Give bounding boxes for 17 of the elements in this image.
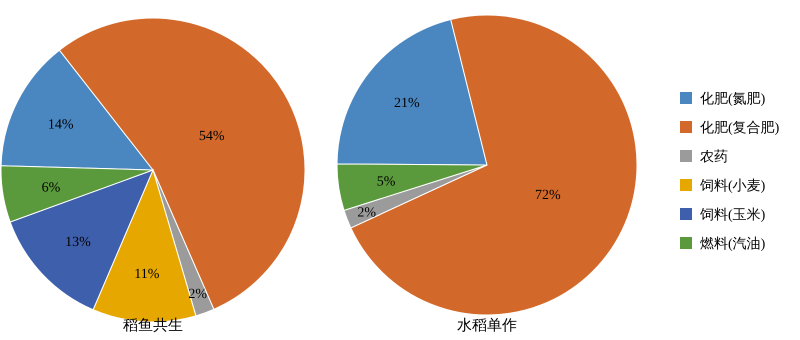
data-label: 21% <box>394 96 420 111</box>
legend-label: 化肥(复合肥) <box>700 120 780 136</box>
data-label: 11% <box>134 267 160 282</box>
data-label: 14% <box>48 117 74 132</box>
data-label: 72% <box>535 188 562 204</box>
legend-label: 饲料(玉米) <box>699 207 766 223</box>
legend-label: 化肥(氮肥) <box>700 91 766 107</box>
legend-label: 饲料(小麦) <box>699 178 766 194</box>
text: 水稻单作 <box>457 317 517 334</box>
data-label: 5% <box>376 174 396 190</box>
data-label: 6% <box>42 180 61 196</box>
legend-label: 燃料(汽油) <box>700 236 766 252</box>
data-label: 13% <box>65 235 92 250</box>
data-label: 54% <box>198 128 225 144</box>
text: 稻鱼共生 <box>123 317 183 334</box>
legend-label: 农药 <box>700 149 728 165</box>
data-label: 2% <box>357 206 376 221</box>
